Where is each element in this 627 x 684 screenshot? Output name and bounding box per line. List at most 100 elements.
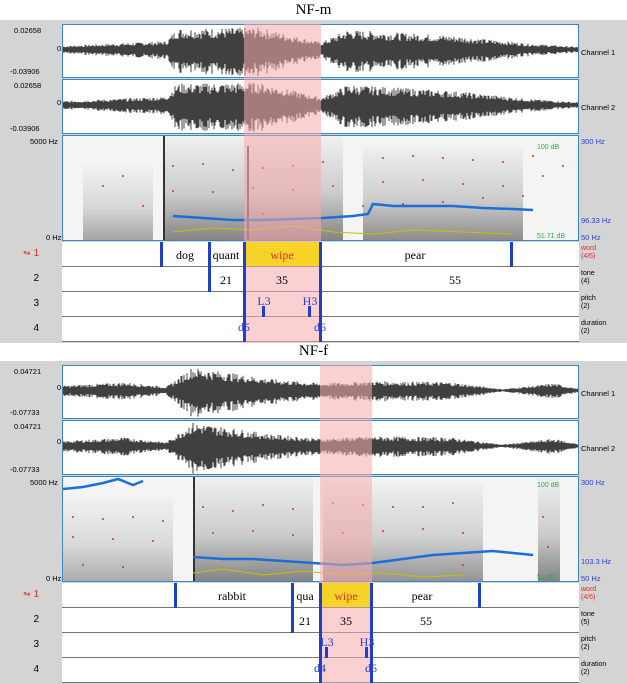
tier-4-number: 4 — [33, 664, 39, 675]
duration-point-label: d5 — [238, 320, 250, 334]
word-interval-label: wipe — [334, 589, 358, 603]
tone-interval-label: 55 — [420, 614, 432, 628]
tone-interval-label: 35 — [276, 273, 288, 287]
pitch-value-label: 96.33 Hz — [581, 216, 612, 225]
interval-boundary[interactable] — [510, 242, 513, 267]
intensity-top-label: 100 dB — [537, 482, 560, 489]
interval-boundary[interactable] — [319, 583, 322, 683]
pitch-top-label: 300 Hz — [581, 478, 605, 487]
pitch-point-label: H3 — [302, 294, 318, 308]
interval-boundary[interactable] — [478, 583, 481, 608]
word-interval-label: rabbit — [218, 589, 246, 603]
tone-interval-label: 35 — [340, 614, 352, 628]
point-marker[interactable] — [262, 306, 265, 317]
tier-4-name: duration (2) — [581, 320, 607, 335]
ch1-zero-label: 0 — [57, 44, 62, 53]
pitch-point-label: L3 — [257, 294, 271, 308]
interval-boundary[interactable] — [243, 242, 246, 342]
tone-interval-label: 21 — [299, 614, 311, 628]
point-marker[interactable] — [308, 306, 311, 317]
word-interval-label: pear — [404, 248, 426, 262]
pitch-point-label: H3 — [359, 635, 375, 649]
ch2-max-label: 0.04721 — [14, 422, 42, 431]
pitch-bottom-label: 50 Hz — [581, 233, 601, 242]
pitch-contour — [172, 202, 534, 222]
word-interval-label: pear — [411, 589, 433, 603]
panel-title-nf-m: NF-m — [295, 2, 332, 18]
tier-1-name: word (4/6) — [581, 586, 597, 601]
tier-2-name: tone (4) — [581, 270, 595, 285]
tier-4-name: duration (2) — [581, 661, 607, 676]
tier-3-name: pitch (2) — [581, 636, 596, 651]
point-marker[interactable] — [365, 647, 368, 658]
duration-point-label: d6 — [314, 320, 326, 334]
tier-2-number: 2 — [33, 614, 39, 625]
ch1-min-label: -0.07733 — [10, 408, 40, 417]
intensity-value-label: 57 dB — [537, 574, 556, 581]
tier-1-name: word (4/6) — [581, 245, 597, 260]
interval-boundary[interactable] — [208, 242, 211, 292]
channel-1-label: Channel 1 — [581, 389, 616, 398]
formant-dots — [102, 155, 564, 215]
ch2-zero-label: 0 — [57, 98, 62, 107]
word-interval-label: wipe — [270, 248, 294, 262]
selection-region[interactable] — [244, 24, 321, 342]
praat-editor-nf-m: 0.02658 0 -0.03906 Channel 1 0.02658 0 -… — [0, 20, 627, 343]
waveform-trace — [63, 27, 578, 76]
pitch-point-label: L3 — [320, 635, 334, 649]
duration-point-label: d6 — [365, 661, 377, 675]
ch2-zero-label: 0 — [57, 437, 62, 446]
interval-boundary[interactable] — [370, 583, 373, 683]
waveform-path — [63, 82, 578, 132]
point-marker[interactable] — [325, 647, 328, 658]
selection-region[interactable] — [320, 365, 372, 683]
interval-boundary[interactable] — [174, 583, 177, 608]
channel-1-label: Channel 1 — [581, 48, 616, 57]
word-interval-label: quant — [212, 248, 240, 262]
spec-top-freq: 5000 Hz — [30, 478, 58, 487]
duration-point-label: d4 — [314, 661, 326, 675]
pitch-bottom-label: 50 Hz — [581, 574, 601, 583]
pitch-top-label: 300 Hz — [581, 137, 605, 146]
word-interval-label: dog — [176, 248, 194, 262]
tier-2-number: 2 — [33, 273, 39, 284]
intensity-value-label: 51.71 dB — [537, 233, 565, 240]
ch1-max-label: 0.04721 — [14, 367, 42, 376]
arrow-icon: ↬ — [23, 589, 31, 599]
tone-interval-label: 21 — [220, 273, 232, 287]
waveform-trace — [63, 82, 578, 132]
intensity-contour — [172, 225, 514, 235]
interval-boundary[interactable] — [291, 583, 294, 633]
tier-3-number: 3 — [33, 298, 39, 309]
ch1-zero-label: 0 — [57, 383, 62, 392]
spec-bottom-freq: 0 Hz — [46, 233, 62, 242]
interval-boundary[interactable] — [319, 242, 322, 342]
pitch-contour — [63, 477, 144, 491]
spectrogram-plot: 100 dB 51.71 dB — [83, 136, 565, 240]
channel-2-label: Channel 2 — [581, 103, 616, 112]
channel-2-label: Channel 2 — [581, 444, 616, 453]
spec-bottom-freq: 0 Hz — [46, 574, 62, 583]
ch2-max-label: 0.02658 — [14, 81, 42, 90]
tone-interval-label: 55 — [449, 273, 461, 287]
ch1-max-label: 0.02658 — [14, 26, 42, 35]
word-interval-label: qua — [296, 589, 314, 603]
ch2-min-label: -0.07733 — [10, 465, 40, 474]
pitch-contour — [192, 549, 534, 567]
spec-top-freq: 5000 Hz — [30, 137, 58, 146]
selected-interval[interactable] — [246, 242, 319, 266]
tier-1-number: ↬ 1 — [23, 248, 39, 259]
selected-interval[interactable] — [322, 583, 370, 607]
tier-3-number: 3 — [33, 639, 39, 650]
arrow-icon: ↬ — [23, 248, 31, 258]
ch1-min-label: -0.03906 — [10, 67, 40, 76]
tier-1-number: ↬ 1 — [23, 589, 39, 600]
tier-3-name: pitch (2) — [581, 295, 596, 310]
interval-boundary[interactable] — [160, 242, 163, 267]
pitch-value-label: 103.3 Hz — [581, 557, 612, 566]
intensity-top-label: 100 dB — [537, 144, 560, 151]
praat-editor-nf-f: 0.04721 0 -0.07733 Channel 1 0.04721 0 -… — [0, 361, 627, 684]
tier-2-name: tone (5) — [581, 611, 595, 626]
waveform-path — [63, 27, 578, 76]
panel-title-nf-f: NF-f — [298, 343, 329, 359]
